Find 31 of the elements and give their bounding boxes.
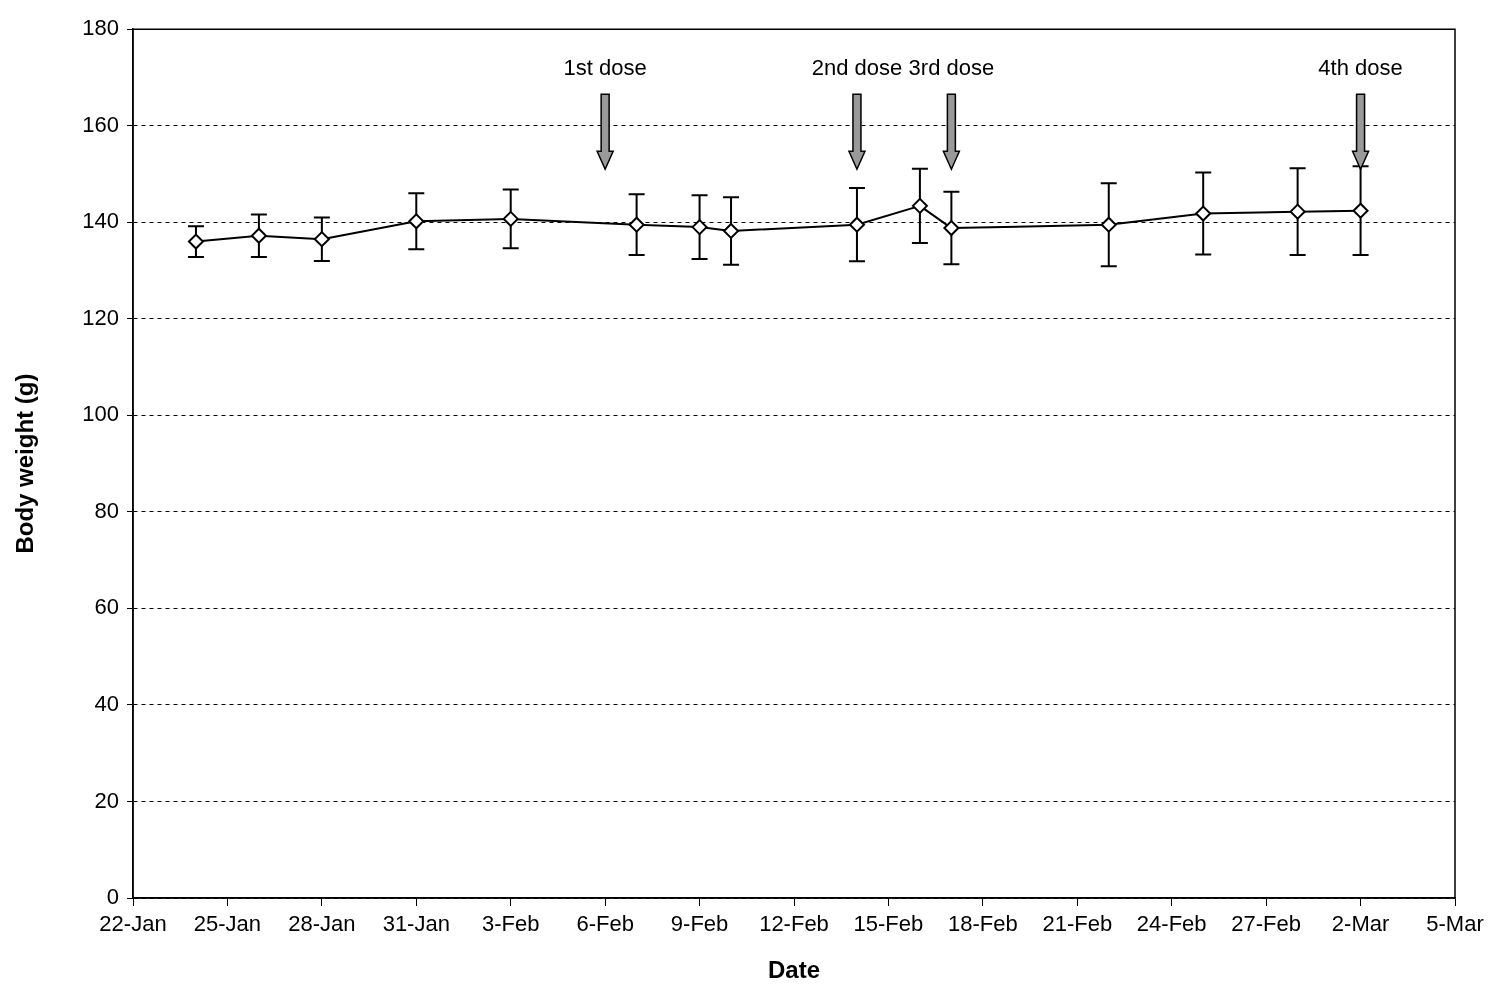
y-tick-label: 180 [82,15,119,41]
ref-line-label: 3rd dose [908,55,995,81]
y-tick-label: 160 [82,111,119,137]
x-tick-label: 5-Mar [1426,911,1484,937]
ref-line-label: 2nd dose [811,55,903,81]
y-tick-label: 40 [94,691,119,716]
ref-line-label: 4th dose [1318,55,1403,81]
x-tick-label: 31-Jan [382,911,450,937]
x-tick-label: 25-Jan [193,911,262,937]
ref-line-label: 1st dose [563,55,647,81]
x-tick-label: 27-Feb [1231,911,1301,937]
x-tick-label: 18-Feb [948,911,1018,937]
y-tick-label: 80 [94,497,119,523]
y-tick-label: 120 [82,304,119,330]
x-tick-label: 15-Feb [853,911,924,937]
x-axis-title: Date [767,956,821,984]
x-tick-label: 24-Feb [1136,911,1207,937]
y-tick-label: 0 [106,884,119,910]
x-tick-label: 12-Feb [759,911,829,937]
x-tick-label: 2-Mar [1331,911,1390,937]
y-tick-label: 20 [94,787,119,813]
y-axis-title: Body weight (g) [11,373,39,554]
x-tick-label: 9-Feb [670,911,729,937]
x-tick-label: 6-Feb [576,911,634,937]
x-tick-label: 21-Feb [1042,911,1113,937]
x-tick-label: 28-Jan [288,911,356,937]
y-tick-label: 100 [82,401,119,427]
y-tick-label: 140 [82,208,119,234]
y-tick-label: 60 [94,594,119,620]
x-tick-label: 3-Feb [481,911,540,937]
x-tick-label: 22-Jan [99,911,167,937]
